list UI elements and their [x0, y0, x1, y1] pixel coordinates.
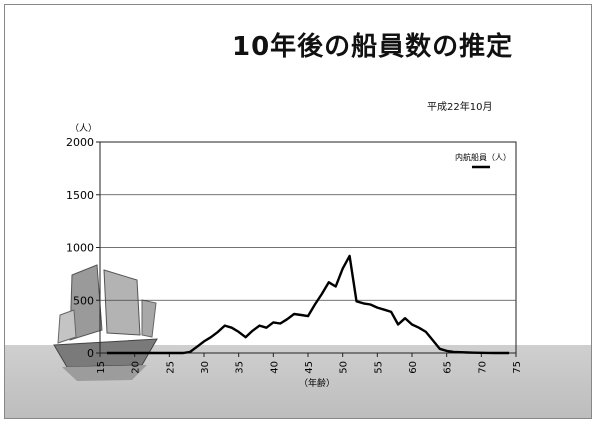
x-tick-label: 55: [373, 361, 384, 374]
x-tick-label: 70: [477, 361, 488, 374]
x-axis: 15 20 25 30 35 40 45 50 55 60 65 70 75: [96, 353, 523, 374]
x-tick-label: 20: [131, 361, 142, 374]
y-tick-label: 2000: [66, 136, 94, 149]
x-tick-label: 35: [235, 361, 246, 374]
date-label: 平成22年10月: [427, 102, 493, 113]
y-tick-label: 1500: [66, 189, 94, 202]
y-axis: 0 500 1000 1500 2000: [66, 136, 100, 360]
page-title: 10年後の船員数の推定: [232, 32, 514, 62]
x-tick-label: 50: [339, 361, 350, 374]
gridlines: [100, 194, 516, 301]
x-axis-label: （年齢）: [299, 377, 335, 389]
series-group: [106, 254, 510, 355]
series-line: [106, 254, 510, 355]
y-axis-label: （人）: [70, 123, 97, 134]
x-tick-label: 60: [408, 361, 419, 374]
x-tick-label: 15: [96, 361, 107, 374]
x-tick-label: 30: [200, 361, 211, 374]
y-tick-label: 500: [73, 294, 94, 307]
y-tick-label: 0: [87, 347, 94, 360]
x-tick-label: 45: [304, 361, 315, 374]
legend-label: 内航船員（人）: [455, 152, 511, 162]
x-tick-label: 25: [165, 361, 176, 374]
legend: 内航船員（人）: [455, 152, 511, 169]
x-tick-label: 65: [443, 361, 454, 374]
x-tick-label: 75: [512, 361, 523, 374]
y-tick-label: 1000: [66, 242, 94, 255]
slide-frame: [4, 4, 592, 419]
x-tick-label: 40: [269, 361, 280, 374]
sailing-ship-icon: [53, 264, 158, 381]
